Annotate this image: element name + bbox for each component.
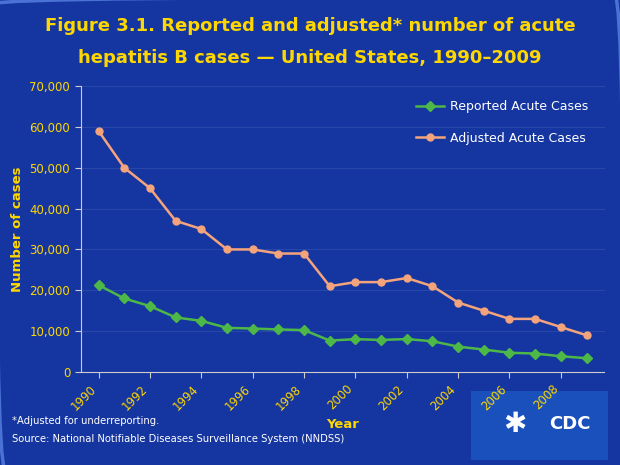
Text: hepatitis B cases — United States, 1990–2009: hepatitis B cases — United States, 1990–… [78, 49, 542, 67]
Legend: Reported Acute Cases, Adjusted Acute Cases: Reported Acute Cases, Adjusted Acute Cas… [411, 95, 593, 150]
Text: *Adjusted for underreporting.: *Adjusted for underreporting. [12, 416, 160, 426]
Reported Acute Cases [326, 338, 334, 343]
Reported Acute Cases [583, 355, 590, 361]
Adjusted Acute Cases [120, 165, 128, 171]
Reported Acute Cases [146, 303, 154, 309]
Reported Acute Cases [378, 337, 385, 343]
Adjusted Acute Cases [454, 300, 462, 306]
Adjusted Acute Cases [506, 316, 513, 322]
Adjusted Acute Cases [249, 246, 257, 252]
Text: ✱: ✱ [503, 410, 526, 438]
Adjusted Acute Cases [352, 279, 359, 285]
Reported Acute Cases [95, 282, 102, 288]
Reported Acute Cases [198, 318, 205, 324]
Reported Acute Cases [454, 344, 462, 349]
Adjusted Acute Cases [275, 251, 282, 256]
Text: CDC: CDC [549, 415, 590, 433]
Adjusted Acute Cases [428, 284, 436, 289]
Adjusted Acute Cases [95, 128, 102, 134]
Reported Acute Cases [120, 296, 128, 301]
Reported Acute Cases [172, 315, 179, 320]
Adjusted Acute Cases [326, 284, 334, 289]
Adjusted Acute Cases [531, 316, 539, 322]
Reported Acute Cases [223, 325, 231, 331]
Adjusted Acute Cases [172, 218, 179, 224]
Reported Acute Cases [403, 336, 410, 342]
Adjusted Acute Cases [403, 275, 410, 281]
Adjusted Acute Cases [557, 324, 565, 330]
Reported Acute Cases [428, 339, 436, 344]
Adjusted Acute Cases [223, 246, 231, 252]
Line: Adjusted Acute Cases: Adjusted Acute Cases [95, 127, 590, 339]
Reported Acute Cases [275, 326, 282, 332]
X-axis label: Year: Year [326, 418, 359, 432]
Adjusted Acute Cases [583, 332, 590, 338]
Reported Acute Cases [480, 347, 487, 352]
Line: Reported Acute Cases: Reported Acute Cases [95, 282, 590, 362]
Adjusted Acute Cases [480, 308, 487, 313]
Y-axis label: Number of cases: Number of cases [11, 166, 24, 292]
Text: Figure 3.1. Reported and adjusted* number of acute: Figure 3.1. Reported and adjusted* numbe… [45, 17, 575, 34]
FancyBboxPatch shape [464, 387, 614, 464]
Text: Source: National Notifiable Diseases Surveillance System (NNDSS): Source: National Notifiable Diseases Sur… [12, 434, 345, 445]
Reported Acute Cases [300, 327, 308, 333]
Reported Acute Cases [249, 326, 257, 332]
Reported Acute Cases [557, 353, 565, 359]
Reported Acute Cases [531, 351, 539, 356]
Adjusted Acute Cases [378, 279, 385, 285]
Reported Acute Cases [352, 336, 359, 342]
Reported Acute Cases [506, 350, 513, 356]
Adjusted Acute Cases [300, 251, 308, 256]
Adjusted Acute Cases [198, 226, 205, 232]
Adjusted Acute Cases [146, 186, 154, 191]
